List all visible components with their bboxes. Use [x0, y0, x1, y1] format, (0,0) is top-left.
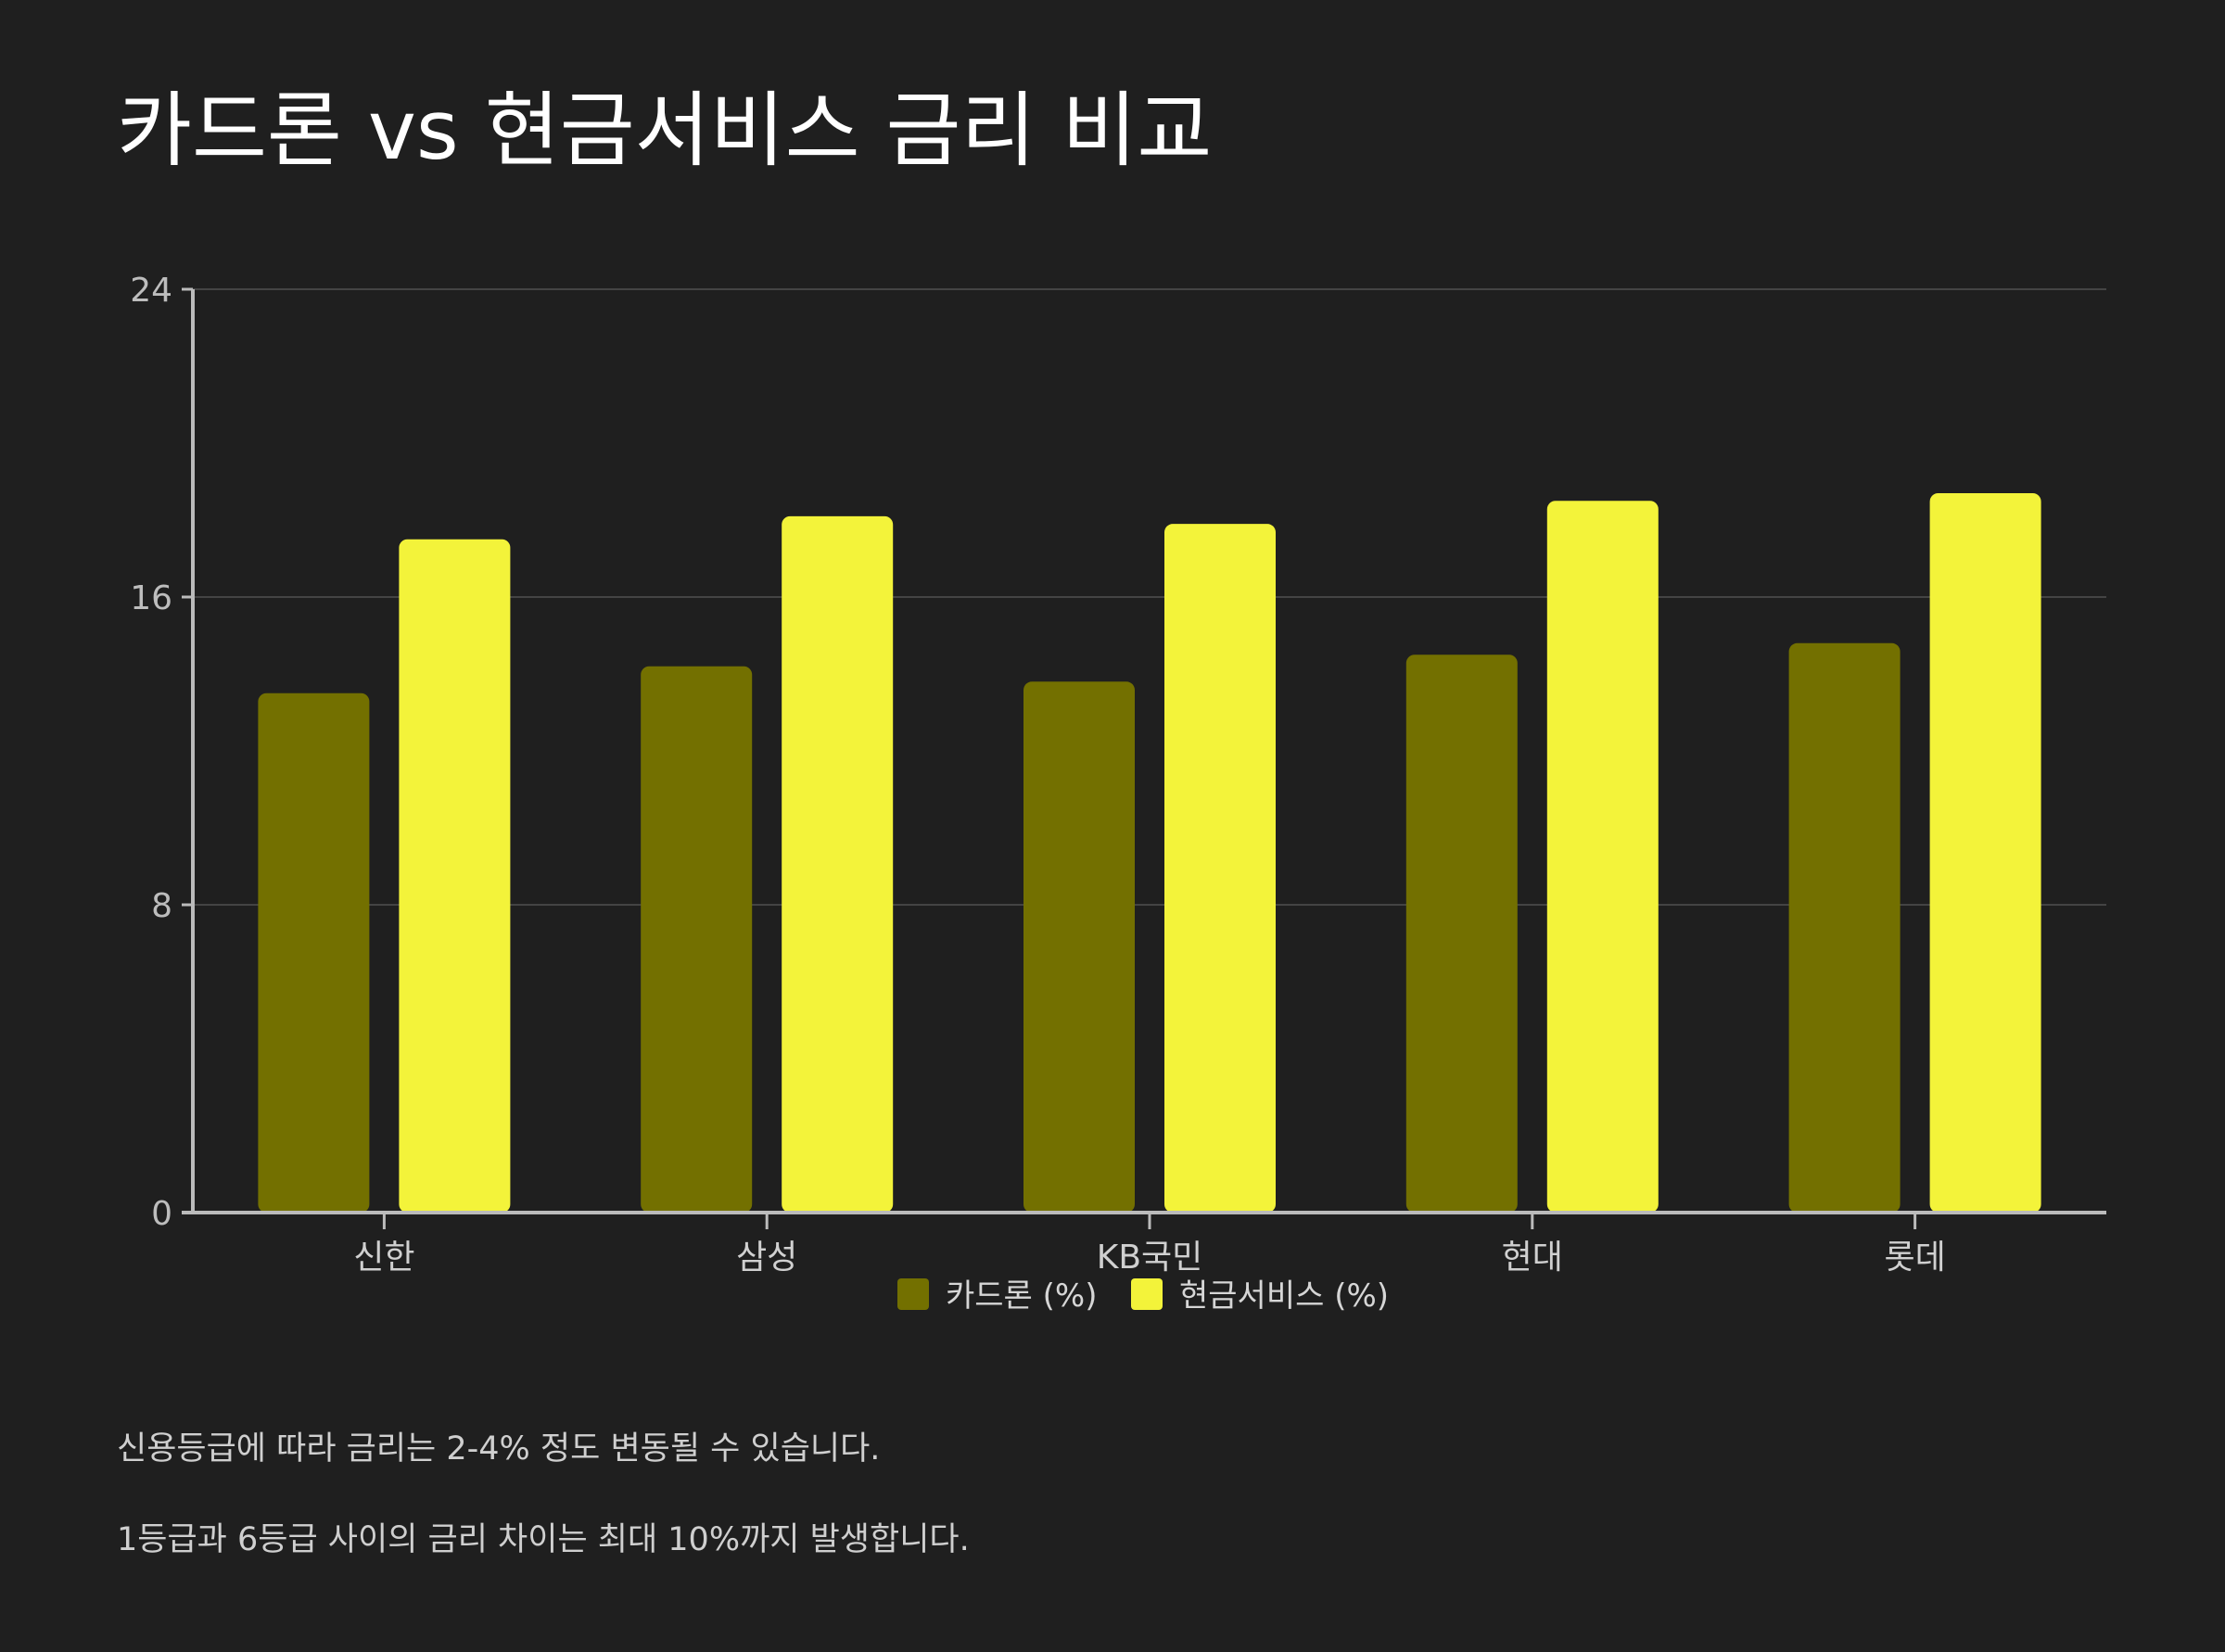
x-tick-label: KB국민 [1097, 1239, 1203, 1277]
bar [1788, 642, 1901, 1213]
x-tick-label: 신한 [353, 1239, 414, 1277]
bar [1405, 654, 1518, 1213]
bar [1546, 501, 1659, 1213]
footnote-1: 신용등급에 따라 금리는 2-4% 정도 변동될 수 있습니다. [117, 1430, 881, 1468]
bar [1929, 492, 2041, 1213]
y-tick-label: 24 [130, 272, 172, 310]
footnote-2: 1등급과 6등급 사이의 금리 차이는 최대 10%까지 발생합니다. [117, 1521, 970, 1558]
legend-label: 카드론 (%) [946, 1277, 1097, 1315]
chart-title: 카드론 vs 현금서비스 금리 비교 [117, 83, 1213, 178]
bar [1164, 524, 1276, 1213]
bar [782, 515, 894, 1213]
x-tick-label: 롯데 [1884, 1239, 1945, 1277]
legend-swatch [897, 1278, 929, 1310]
bar [258, 693, 370, 1213]
legend-swatch [1131, 1278, 1163, 1310]
y-tick-label: 0 [151, 1195, 172, 1233]
y-tick-label: 16 [130, 579, 172, 617]
bar [641, 666, 753, 1213]
bar [1024, 681, 1135, 1213]
x-tick-label: 삼성 [736, 1239, 797, 1277]
legend-label: 현금서비스 (%) [1179, 1277, 1389, 1315]
x-tick-label: 현대 [1502, 1239, 1563, 1277]
y-tick-label: 8 [151, 887, 172, 925]
bar [399, 539, 511, 1213]
